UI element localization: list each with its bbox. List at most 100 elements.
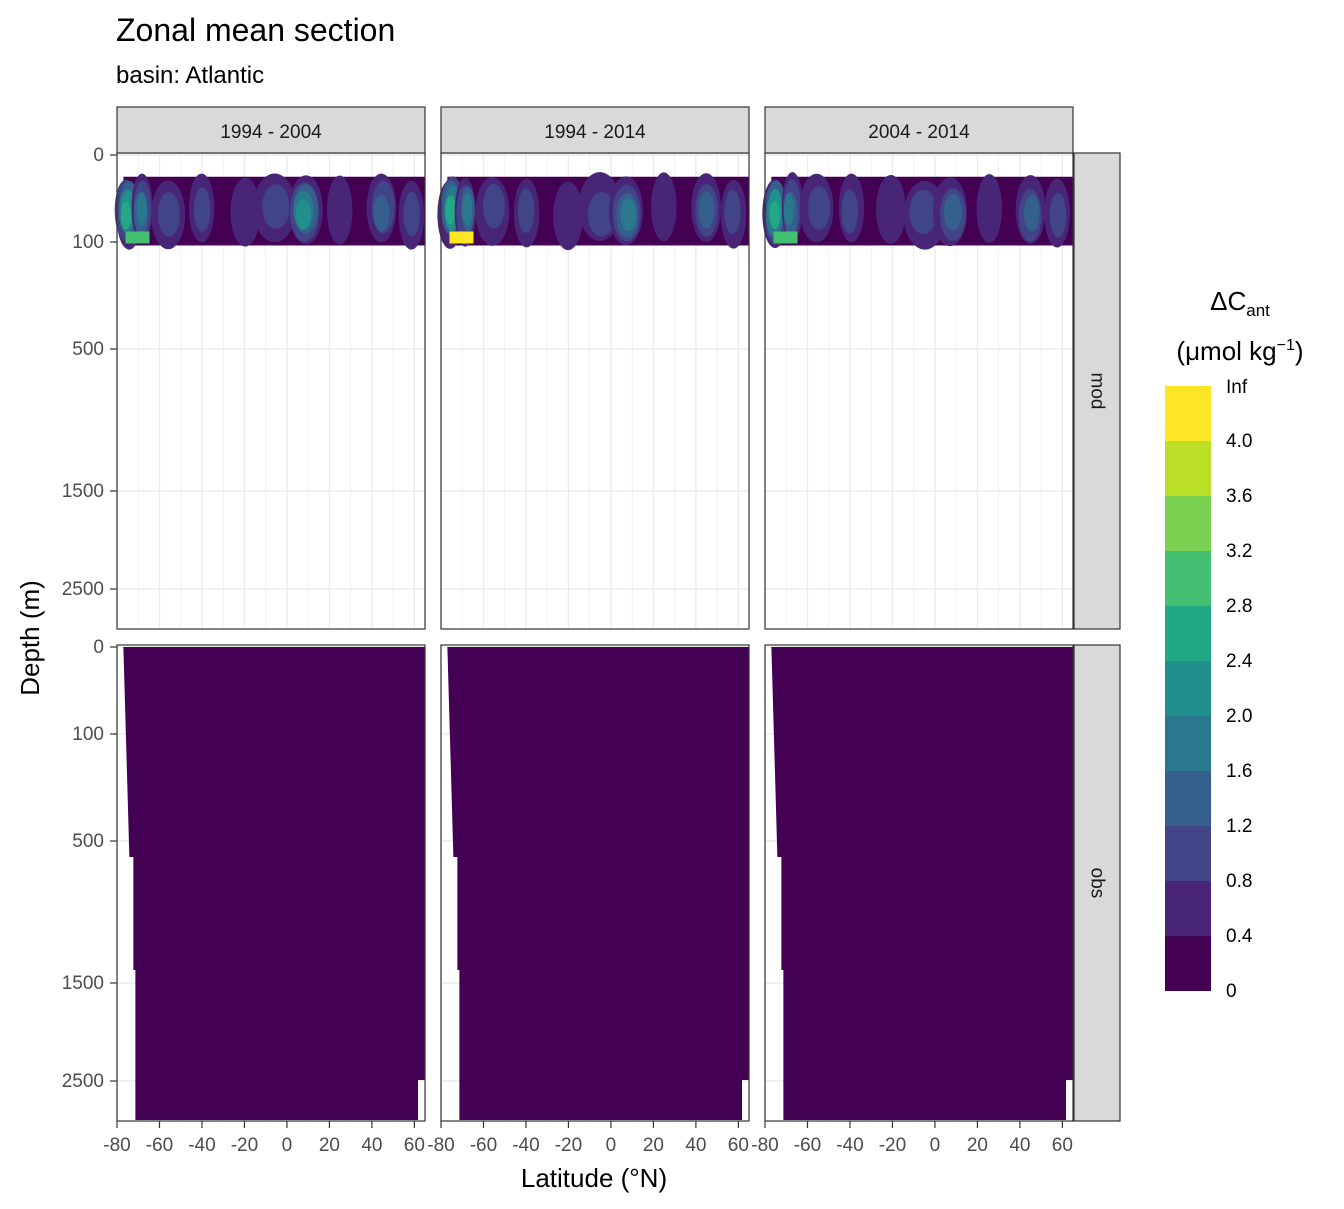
x-tick-label: 60 <box>404 1135 425 1156</box>
heatmap-field <box>771 647 1073 1120</box>
legend: ΔCant (μmol kg−1) 0 0.4 0.8 1.2 1.6 2.0 2.4 2.8… <box>1165 286 1304 1002</box>
heatmap-blob <box>445 195 456 225</box>
x-tick-label: -20 <box>555 1135 582 1156</box>
x-tick-label: -40 <box>512 1135 539 1156</box>
y-axes: 0 100 500 1500 2500 0 100 500 1500 2500 <box>62 145 117 1092</box>
y-axis-title: Depth (m) <box>15 580 45 696</box>
heatmap-blob <box>157 192 180 237</box>
heatmap-blob <box>462 192 473 226</box>
heatmap-blob <box>326 175 353 245</box>
x-tick-label: 40 <box>361 1135 382 1156</box>
legend-swatch <box>1165 661 1211 716</box>
heatmap-blob <box>783 193 794 226</box>
legend-swatch <box>1165 551 1211 606</box>
x-tick-label: 20 <box>967 1135 988 1156</box>
panel-obs-3 <box>764 644 1074 1122</box>
legend-swatch <box>1165 606 1211 661</box>
heatmap-blob <box>230 177 261 247</box>
x-tick-label: -20 <box>231 1135 258 1156</box>
panel-mod-2 <box>437 152 750 630</box>
panel-mod-1 <box>114 152 426 630</box>
heatmap-blob <box>773 231 798 244</box>
legend-label: 1.2 <box>1226 816 1252 837</box>
heatmap-field <box>123 647 426 1120</box>
column-strip: 2004 - 2014 <box>764 106 1074 154</box>
x-tick-label: -80 <box>751 1135 778 1156</box>
chart-title: Zonal mean section <box>116 12 395 48</box>
column-strip-label: 2004 - 2014 <box>868 122 970 143</box>
heatmap-blob <box>909 189 938 235</box>
legend-unit: (μmol kg−1) <box>1176 336 1303 366</box>
column-strip: 1994 - 2004 <box>116 106 426 154</box>
y-tick-label: 2500 <box>62 1071 104 1092</box>
row-strip-label: obs <box>1087 868 1108 899</box>
heatmap-blob <box>841 189 859 235</box>
x-tick-label: 20 <box>319 1135 340 1156</box>
legend-label: 0.4 <box>1226 926 1253 947</box>
legend-label: 2.0 <box>1226 706 1252 727</box>
x-tick-label: -80 <box>103 1135 130 1156</box>
legend-swatch <box>1165 826 1211 881</box>
y-tick-label: 100 <box>72 232 104 253</box>
heatmap-blob <box>698 191 715 229</box>
column-strip: 1994 - 2014 <box>440 106 750 154</box>
x-tick-label: 40 <box>685 1135 706 1156</box>
heatmap-blob <box>1049 192 1067 238</box>
x-tick-label: -60 <box>470 1135 497 1156</box>
row-strip: obs <box>1073 644 1121 1122</box>
y-tick-label: 1500 <box>62 481 104 502</box>
chart-subtitle: basin: Atlantic <box>116 62 264 89</box>
x-tick-label: 0 <box>282 1135 293 1156</box>
y-tick-label: 0 <box>93 145 104 166</box>
legend-label: 3.6 <box>1226 486 1252 507</box>
legend-label: 2.4 <box>1226 651 1253 672</box>
heatmap-blob <box>620 198 637 231</box>
legend-swatch <box>1165 936 1211 991</box>
heatmap-blob <box>449 231 474 244</box>
x-tick-label: 0 <box>930 1135 941 1156</box>
heatmap-blob <box>553 181 583 251</box>
facet-panels: mod obs 1994 - 2004 1994 - 2014 2004 - 2014 <box>114 106 1121 1122</box>
y-tick-label: 500 <box>72 831 104 852</box>
x-tick-label: -40 <box>188 1135 215 1156</box>
legend-swatch <box>1165 771 1211 826</box>
y-tick-label: 100 <box>72 724 104 745</box>
panel-obs-2 <box>440 644 750 1122</box>
legend-label: 3.2 <box>1226 541 1252 562</box>
legend-swatch <box>1165 716 1211 771</box>
x-tick-label: 40 <box>1009 1135 1030 1156</box>
x-tick-label: 60 <box>1052 1135 1073 1156</box>
heatmap-blob <box>651 172 677 242</box>
x-tick-label: -40 <box>836 1135 863 1156</box>
legend-label: 2.8 <box>1226 596 1252 617</box>
x-tick-label: -20 <box>879 1135 906 1156</box>
heatmap-blob <box>976 174 1003 243</box>
y-tick-label: 0 <box>93 637 104 658</box>
legend-swatch <box>1165 441 1211 496</box>
row-strip: mod <box>1073 152 1121 630</box>
legend-label: 1.6 <box>1226 761 1252 782</box>
legend-title: ΔCant <box>1210 286 1270 320</box>
heatmap-blob <box>120 201 132 230</box>
x-axes: -80 -60 -40 -20 0 20 40 60 -80 -60 -40 -20 0 20 40 60 -8… <box>103 1121 1073 1156</box>
heatmap-blob <box>403 191 420 237</box>
heatmap-blob <box>1023 194 1040 232</box>
heatmap-blob <box>769 200 781 230</box>
panel-obs-1 <box>116 644 426 1122</box>
heatmap-blob <box>587 191 616 237</box>
legend-label: 0 <box>1226 981 1237 1002</box>
column-strip-label: 1994 - 2004 <box>220 122 322 143</box>
legend-swatch <box>1165 386 1211 441</box>
panel-mod-3 <box>762 152 1074 630</box>
heatmap-blob <box>296 198 311 230</box>
heatmap-blob <box>808 185 831 231</box>
row-strip-label: mod <box>1087 373 1108 410</box>
y-tick-label: 2500 <box>62 579 104 600</box>
heatmap-blob <box>193 187 211 232</box>
heatmap-blob <box>943 193 963 231</box>
heatmap-blob <box>724 189 741 235</box>
legend-label: Inf <box>1226 377 1248 398</box>
x-tick-label: 60 <box>728 1135 749 1156</box>
x-axis-title: Latitude (°N) <box>521 1163 667 1193</box>
